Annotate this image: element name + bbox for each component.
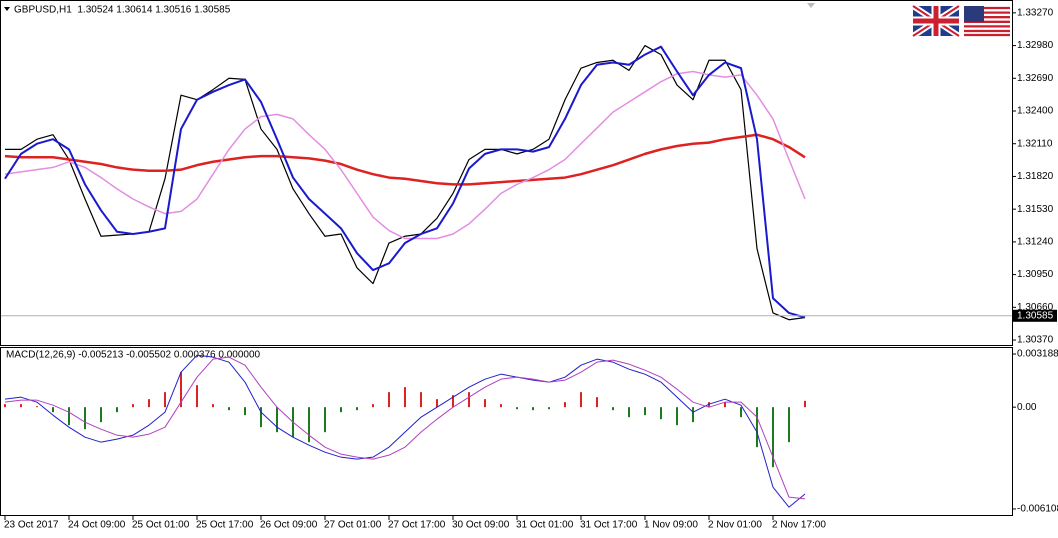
- x-tick-label: 31 Oct 01:00: [516, 520, 574, 531]
- y-tick-label: 1.33270: [1017, 7, 1054, 18]
- shift-marker[interactable]: [807, 3, 815, 8]
- y-tick-label: 1.32110: [1017, 138, 1053, 149]
- x-tick-label: 25 Oct 01:00: [132, 520, 190, 531]
- macd-panel: [0, 347, 1013, 516]
- x-tick-label: 2 Nov 01:00: [708, 520, 762, 531]
- main-plot: [4, 44, 806, 321]
- current-price-label: 1.30585: [1017, 310, 1054, 321]
- x-tick-label: 23 Oct 2017: [4, 520, 59, 531]
- series-line: [4, 354, 806, 508]
- us-flag: [964, 6, 1010, 37]
- y-tick-label: 1.32400: [1017, 106, 1054, 117]
- y-tick-label: 0.00: [1017, 402, 1037, 413]
- y-tick-label: 1.32690: [1017, 73, 1054, 84]
- x-tick-label: 27 Oct 17:00: [388, 520, 446, 531]
- uk-flag: [911, 3, 961, 39]
- y-tick-label: 1.31240: [1017, 237, 1054, 248]
- series-line: [4, 45, 806, 319]
- series-line: [4, 133, 806, 186]
- x-tick-label: 24 Oct 09:00: [68, 520, 126, 531]
- chart-title: GBPUSD,H1 1.30524 1.30614 1.30516 1.3058…: [14, 5, 231, 16]
- x-tick-label: 31 Oct 17:00: [580, 520, 638, 531]
- y-tick-label: -0.006108: [1017, 504, 1058, 515]
- x-tick-label: 27 Oct 01:00: [324, 520, 382, 531]
- macd-plot: [4, 354, 806, 508]
- x-tick-label: 1 Nov 09:00: [644, 520, 698, 531]
- main-panel: [0, 0, 1013, 346]
- y-tick-label: 1.32980: [1017, 40, 1054, 51]
- x-tick-label: 26 Oct 09:00: [260, 520, 318, 531]
- y-tick-label: 0.003188: [1017, 349, 1058, 360]
- y-tick-label: 1.30370: [1017, 335, 1054, 346]
- current-price-box: [1013, 309, 1057, 322]
- x-tick-label: 25 Oct 17:00: [196, 520, 254, 531]
- series-line: [4, 70, 806, 240]
- series-line: [4, 356, 806, 500]
- x-tick-label: 2 Nov 17:00: [772, 520, 826, 531]
- menu-arrow[interactable]: [4, 7, 10, 11]
- macd-title: MACD(12,26,9) -0.005213 -0.005502 0.0003…: [6, 350, 261, 361]
- x-tick-label: 30 Oct 09:00: [452, 520, 510, 531]
- y-tick-label: 1.31530: [1017, 204, 1054, 215]
- y-tick-label: 1.30950: [1017, 269, 1054, 280]
- y-tick-label: 1.31820: [1017, 171, 1054, 182]
- y-tick-label: 1.30660: [1017, 302, 1054, 313]
